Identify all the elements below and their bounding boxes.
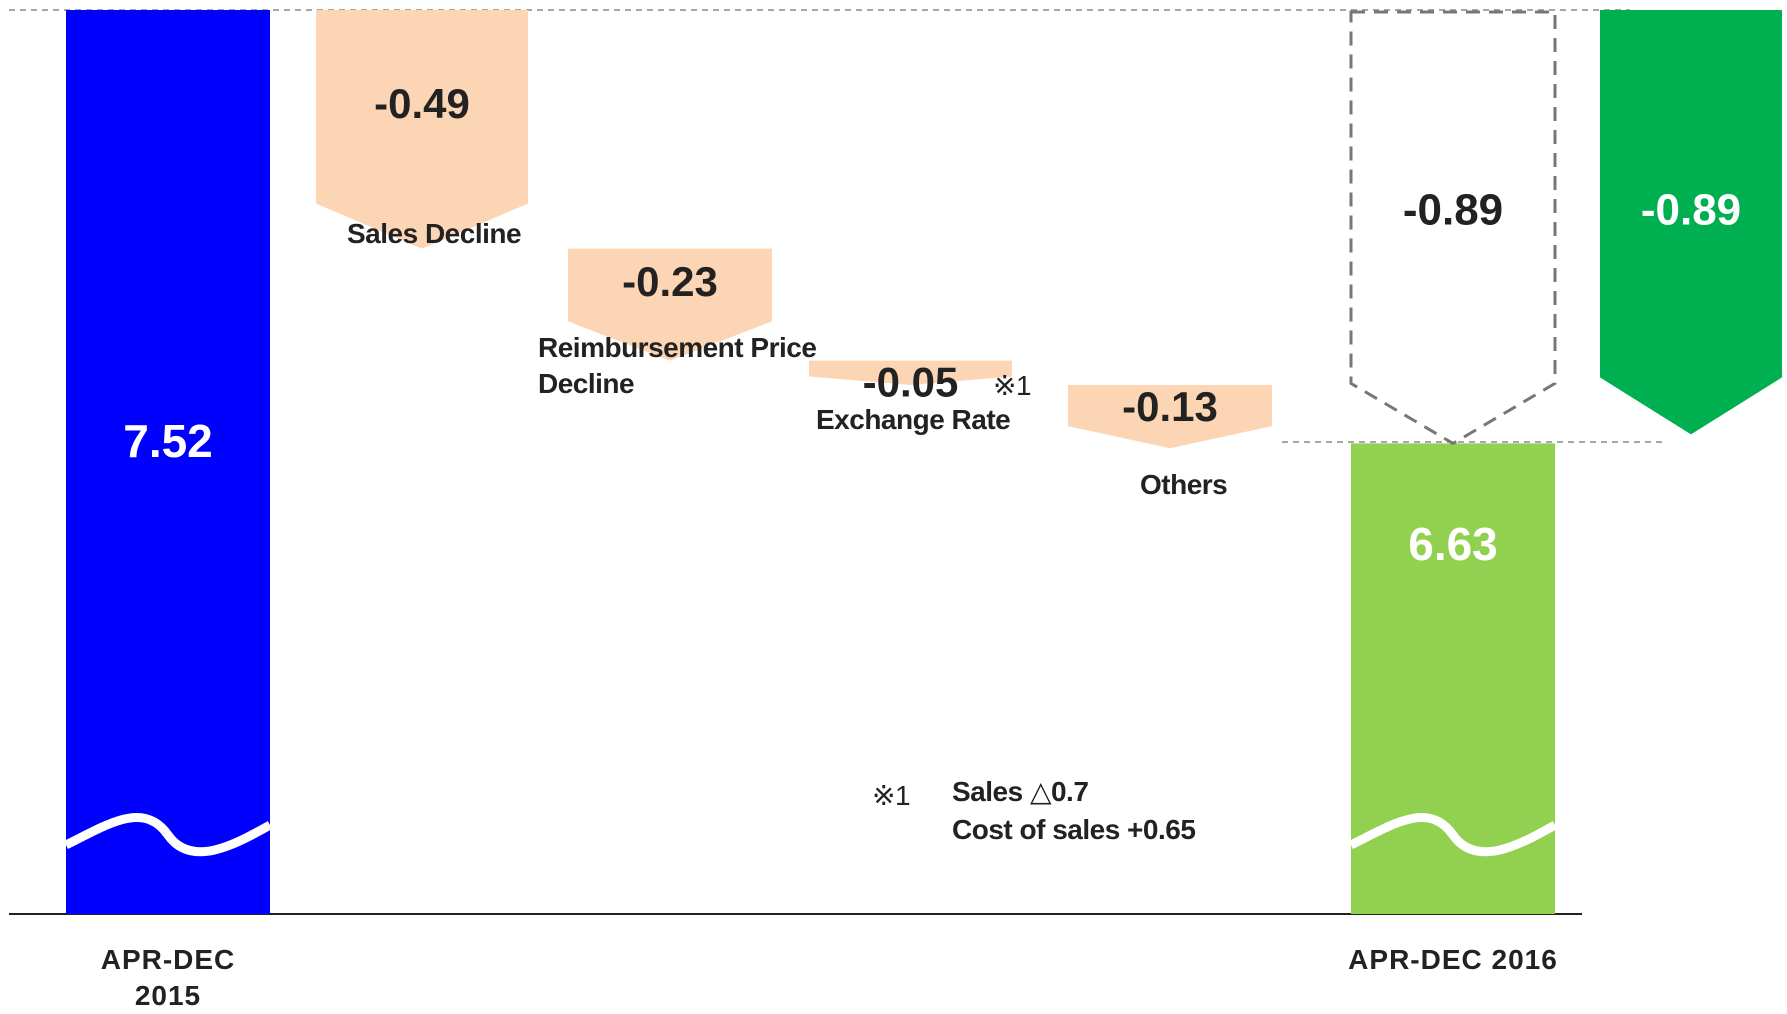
step-arrow	[316, 10, 528, 249]
change-label: -0.89	[1403, 186, 1503, 235]
value-label: -0.23	[622, 258, 718, 305]
change-label: -0.89	[1641, 186, 1741, 235]
category-label: Reimbursement Price Decline	[538, 332, 817, 399]
category-label: APR-DEC 2016	[1348, 944, 1558, 975]
chart: 7.52 -0.49 -0.23 -0.05 -0.13 6.63 -0.89 -0.89	[9, 9, 1782, 915]
value-label: -0.49	[374, 80, 470, 127]
change-arrow	[1600, 10, 1782, 435]
category-label: Exchange Rate	[816, 404, 1011, 435]
value-label: -0.13	[1122, 383, 1218, 430]
axis-break	[64, 813, 273, 857]
value-label: 6.63	[1408, 518, 1498, 570]
footnote-marker: ※1	[872, 780, 911, 811]
category-label: APR-DEC 2015	[100, 944, 236, 1011]
page: {"chart_data": { "type": "waterfall", "c…	[9, 9, 1782, 1011]
category-label: Others	[1140, 469, 1228, 500]
value-label: 7.52	[123, 415, 213, 467]
category-label: Sales Decline	[347, 218, 522, 249]
change-outline	[1349, 10, 1557, 446]
step-arrow	[809, 360, 1012, 385]
step-arrow	[1068, 384, 1272, 449]
axis-break	[1349, 813, 1558, 857]
footnote-line: Sales △0.7	[952, 776, 1089, 807]
step-arrow	[568, 248, 772, 361]
value-label: -0.05	[863, 359, 959, 406]
bar	[66, 10, 270, 914]
footnote-line: Cost of sales +0.65	[952, 814, 1196, 845]
marker: ※1	[993, 370, 1032, 401]
